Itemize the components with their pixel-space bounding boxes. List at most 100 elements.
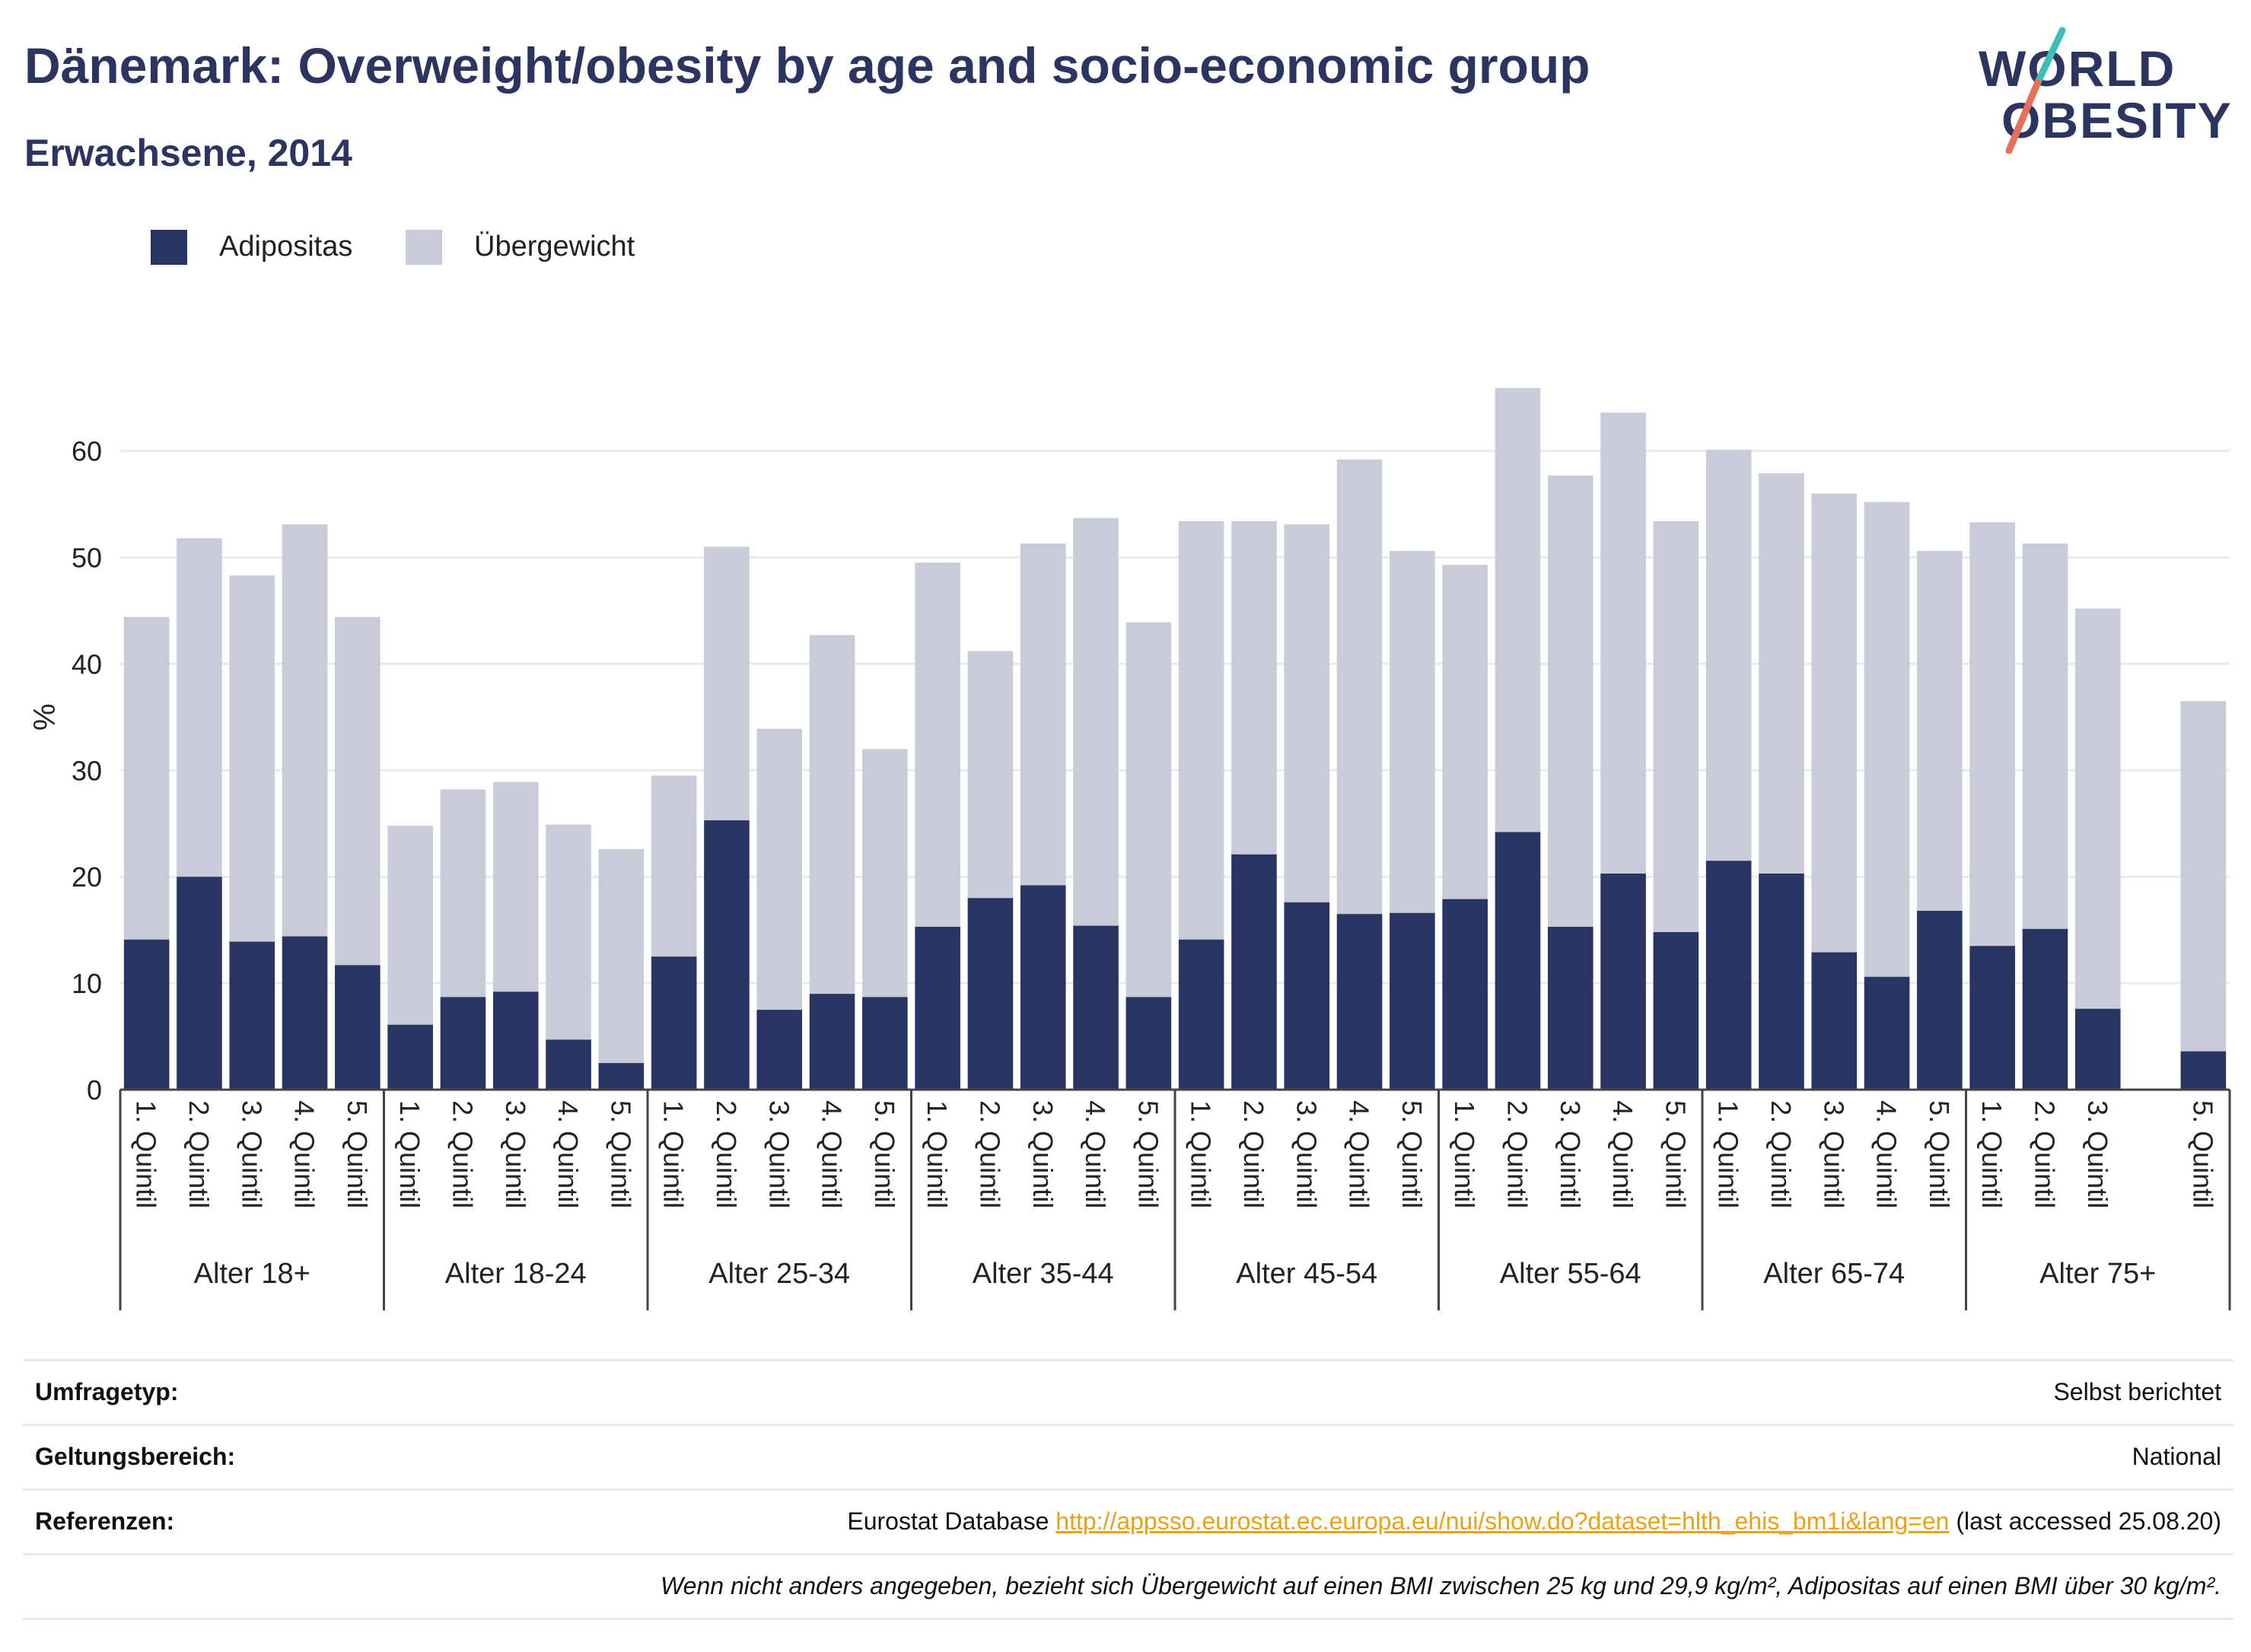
x-category-label: 2. Quintil (183, 1100, 215, 1208)
bar-adipositas (1705, 861, 1752, 1090)
x-group-label: Alter 18+ (194, 1258, 310, 1290)
bar-uebergewicht (915, 562, 960, 927)
page-title: Dänemark: Overweight/obesity by age and … (24, 37, 1590, 94)
info-label-references: Referenzen: (35, 1507, 175, 1535)
y-tick-label: 0 (87, 1074, 102, 1106)
bar-uebergewicht (862, 749, 908, 998)
x-category-label: 3. Quintil (763, 1100, 794, 1208)
info-row-references: Referenzen: Eurostat Database http://app… (23, 1488, 2233, 1553)
x-category-label: 5. Quintil (1132, 1100, 1164, 1208)
bar-adipositas (229, 941, 275, 1090)
x-category-label: 3. Quintil (236, 1100, 267, 1208)
bar-adipositas (704, 820, 750, 1090)
y-tick-label: 30 (72, 755, 102, 786)
x-category-label: 4. Quintil (817, 1100, 848, 1208)
bar-uebergewicht (177, 538, 222, 877)
info-value-scope: National (2132, 1443, 2221, 1470)
info-value-survey-type: Selbst berichtet (2053, 1378, 2221, 1405)
x-category-label: 5. Quintil (2187, 1100, 2218, 1208)
x-category-label: 4. Quintil (1607, 1100, 1638, 1208)
bar-adipositas (1759, 874, 1804, 1090)
bar-adipositas (809, 994, 855, 1090)
bar-uebergewicht (1390, 551, 1435, 913)
legend-label-adipositas: Adipositas (219, 231, 353, 263)
bar-adipositas (1547, 926, 1594, 1090)
x-category-label: 1. Quintil (394, 1100, 425, 1208)
bar-adipositas (1073, 925, 1119, 1090)
bar-uebergewicht (809, 635, 855, 995)
bar-adipositas (387, 1024, 433, 1090)
x-category-label: 1. Quintil (1713, 1100, 1744, 1208)
x-category-label: 3. Quintil (1291, 1100, 1322, 1208)
x-category-label: 1. Quintil (1186, 1100, 1217, 1208)
bar-uebergewicht (335, 616, 380, 966)
info-note: Wenn nicht anders angegeben, bezieht sic… (661, 1572, 2221, 1599)
bar-adipositas (2022, 928, 2068, 1090)
bar-uebergewicht (756, 728, 803, 1011)
logo-line-1: WORLD (1979, 40, 2176, 97)
bar-uebergewicht (1969, 522, 2015, 947)
x-category-label: 4. Quintil (552, 1100, 584, 1208)
bar-uebergewicht (282, 524, 328, 937)
bar-adipositas (1126, 997, 1172, 1090)
x-category-label: 1. Quintil (131, 1100, 162, 1208)
bar-adipositas (2180, 1051, 2227, 1090)
legend-swatch-uebergewicht (406, 230, 442, 265)
bar-uebergewicht (1547, 475, 1594, 927)
bar-uebergewicht (492, 781, 539, 992)
bar-uebergewicht (1811, 493, 1858, 953)
x-group-label: Alter 18-24 (445, 1258, 587, 1290)
bar-uebergewicht (1442, 565, 1488, 899)
x-category-label: 4. Quintil (1871, 1100, 1902, 1208)
bar-adipositas (1020, 885, 1066, 1090)
bar-uebergewicht (229, 575, 275, 942)
bar-adipositas (756, 1010, 803, 1090)
bar-uebergewicht (1231, 520, 1277, 855)
bar-adipositas (651, 957, 697, 1090)
page-subtitle: Erwachsene, 2014 (24, 132, 352, 174)
y-tick-label: 20 (72, 861, 102, 893)
bar-adipositas (1231, 854, 1277, 1090)
bar-adipositas (1653, 931, 1699, 1090)
legend-swatch-adipositas (151, 230, 187, 265)
x-category-label: 2. Quintil (1501, 1100, 1533, 1208)
bar-uebergewicht (1020, 543, 1066, 886)
reference-suffix: (last accessed 25.08.20) (1949, 1507, 2221, 1535)
bar-adipositas (1442, 899, 1488, 1090)
bar-adipositas (546, 1039, 591, 1090)
y-tick-label: 40 (72, 648, 102, 680)
info-label-survey-type: Umfragetyp: (35, 1378, 179, 1405)
bar-adipositas (1811, 952, 1858, 1090)
bar-adipositas (1178, 939, 1224, 1090)
bar-uebergewicht (598, 848, 645, 1064)
info-value-references: Eurostat Database http://appsso.eurostat… (847, 1507, 2221, 1536)
x-category-label: 2. Quintil (2029, 1100, 2060, 1208)
x-category-label: 3. Quintil (2082, 1100, 2113, 1208)
bar-adipositas (1864, 976, 1910, 1090)
x-category-label: 5. Quintil (1924, 1100, 1955, 1208)
x-category-label: 4. Quintil (1344, 1100, 1375, 1208)
info-table: Umfragetyp: Selbst berichtet Geltungsber… (23, 1359, 2233, 1620)
bar-adipositas (915, 926, 960, 1090)
x-category-label: 3. Quintil (1818, 1100, 1849, 1208)
bar-uebergewicht (1759, 473, 1804, 874)
bar-adipositas (1284, 902, 1330, 1090)
stacked-bar-chart: 0 10 20 30 40 50 60% 1. Quintil 2. Quintil 3. Qui… (28, 388, 2231, 1310)
bar-adipositas (1336, 914, 1383, 1090)
bar-uebergewicht (1178, 520, 1224, 940)
x-group-label: Alter 35-44 (973, 1258, 1114, 1290)
x-group-label: Alter 65-74 (1763, 1258, 1905, 1290)
bar-uebergewicht (704, 546, 750, 821)
x-category-label: 2. Quintil (1765, 1100, 1797, 1208)
info-row-note: Wenn nicht anders angegeben, bezieht sic… (23, 1553, 2233, 1620)
x-group-label: Alter 75+ (2039, 1258, 2156, 1290)
x-category-label: 1. Quintil (1449, 1100, 1480, 1208)
bar-adipositas (282, 936, 328, 1090)
bar-adipositas (492, 992, 539, 1090)
bar-adipositas (123, 939, 170, 1090)
reference-link[interactable]: http://appsso.eurostat.ec.europa.eu/nui/… (1055, 1507, 1950, 1535)
x-category-label: 3. Quintil (1027, 1100, 1059, 1208)
bar-adipositas (440, 997, 486, 1090)
x-category-label: 1. Quintil (1976, 1100, 2007, 1208)
bar-adipositas (598, 1063, 645, 1090)
